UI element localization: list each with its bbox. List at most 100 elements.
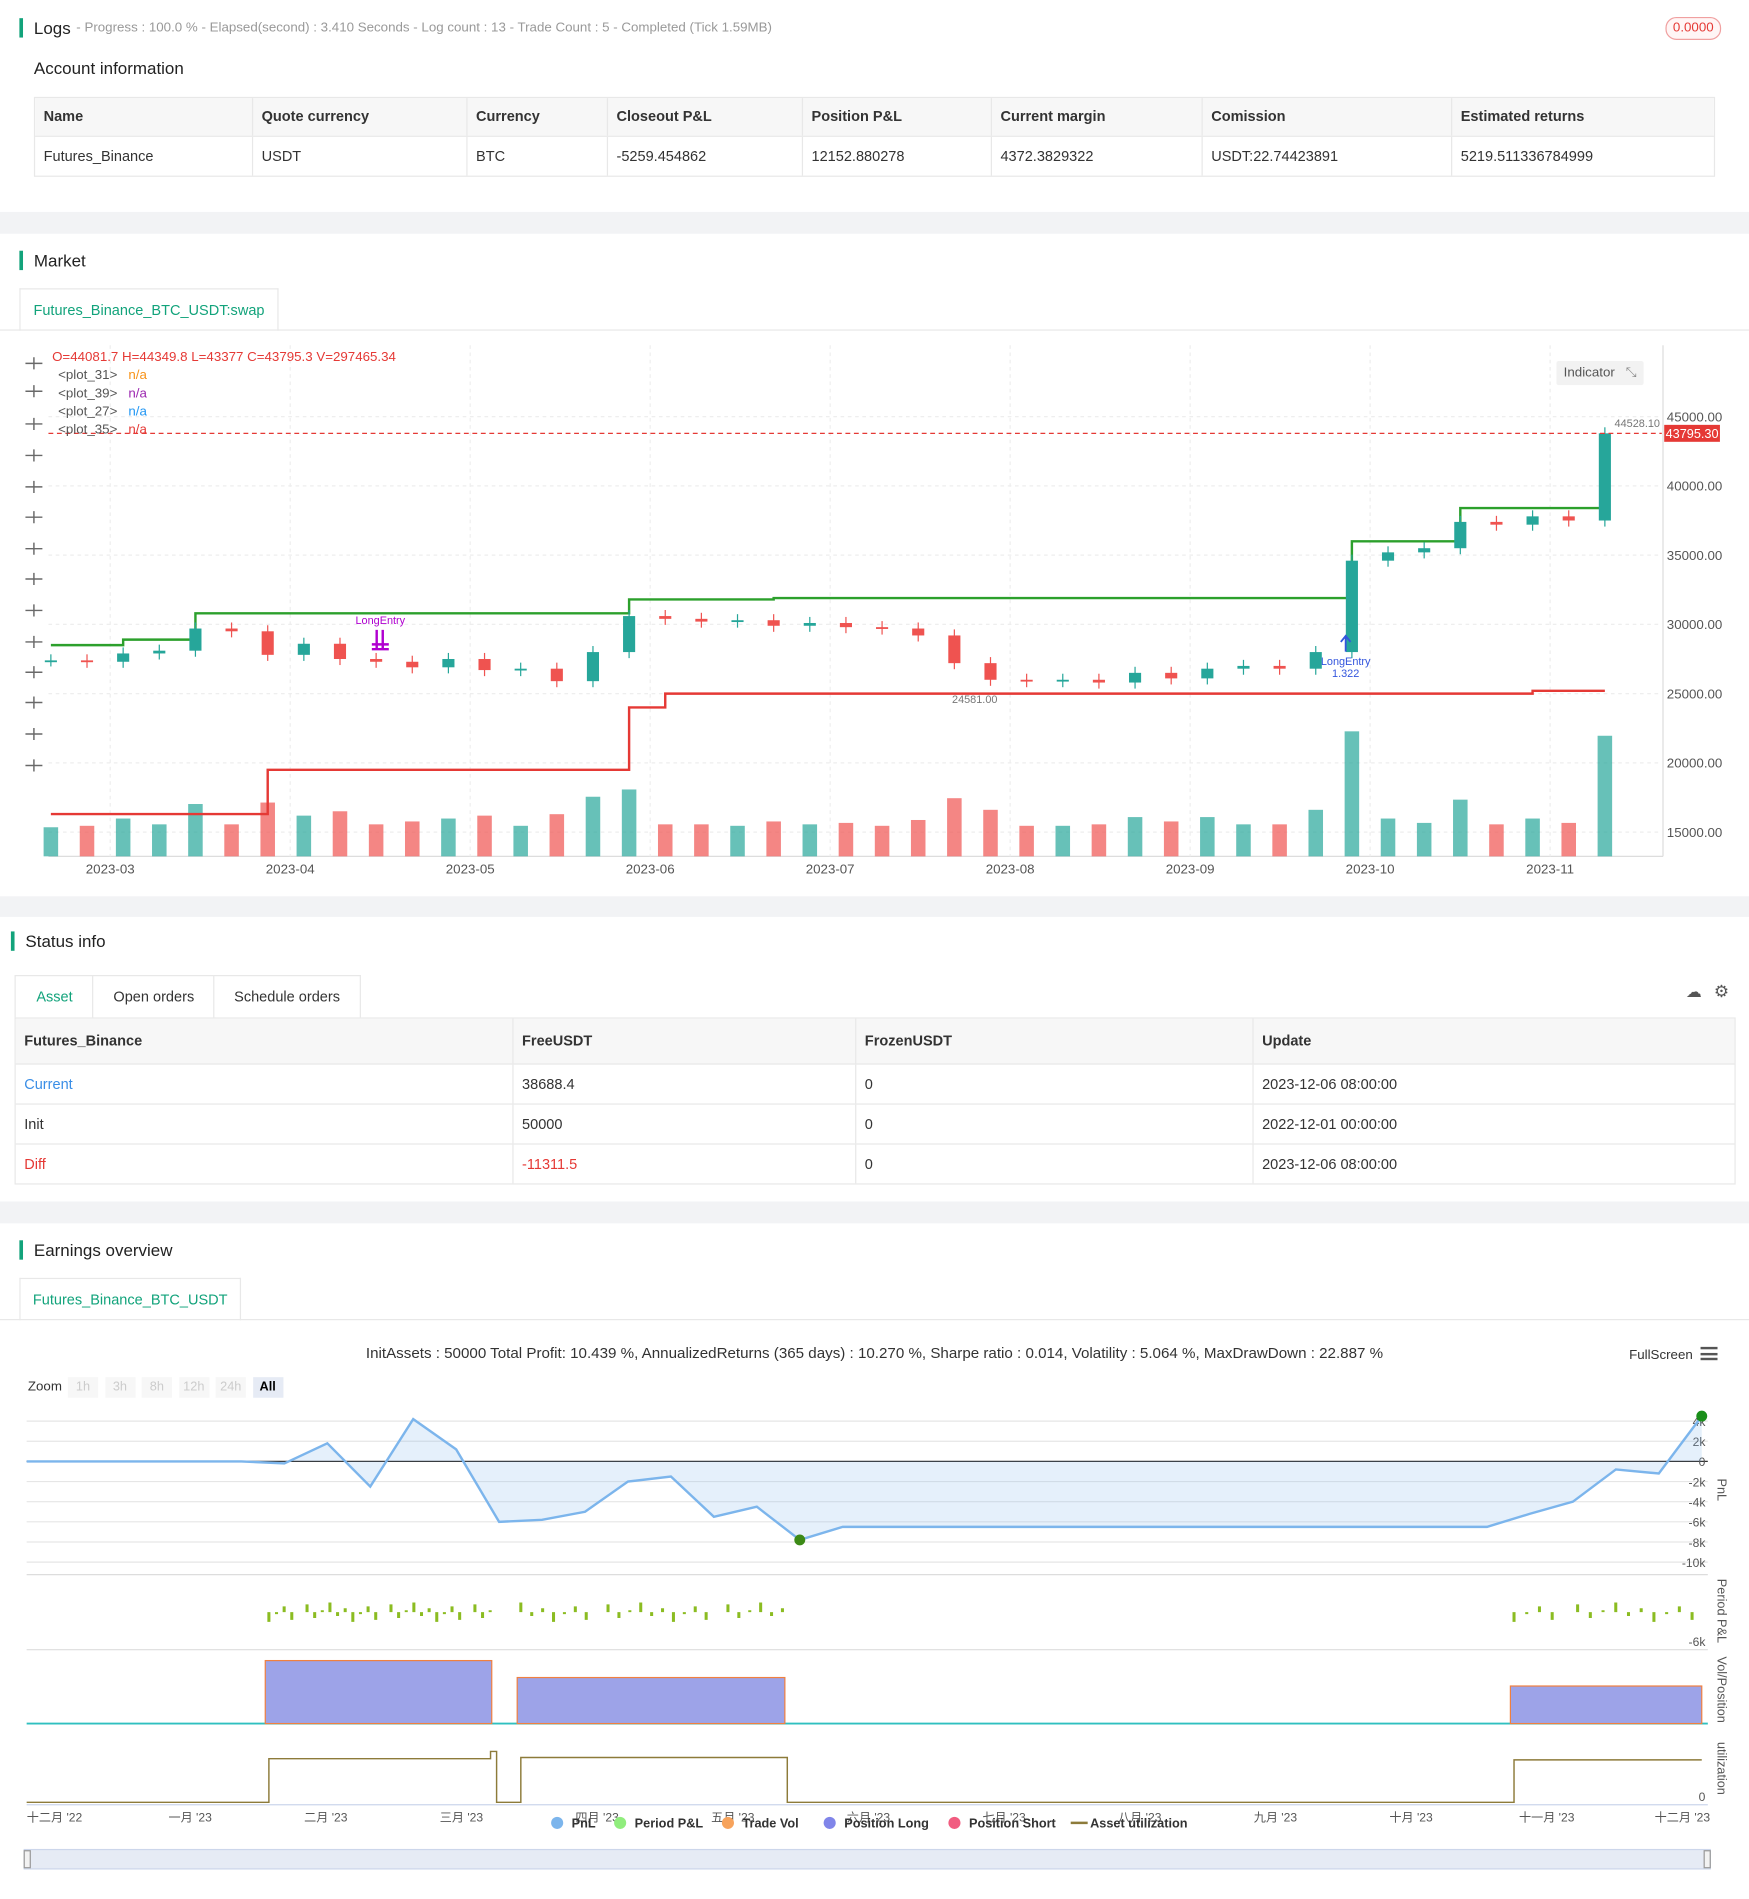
- position-block: [516, 1676, 786, 1725]
- y-tick-label: 20000.00: [1667, 756, 1723, 771]
- volume-bar: [802, 824, 818, 857]
- candle: [912, 628, 925, 636]
- indicator-label: Indicator: [1563, 365, 1615, 381]
- legend-name: <plot_35>: [58, 422, 117, 437]
- candle: [406, 661, 419, 668]
- header-cell: Estimated returns: [1451, 98, 1711, 136]
- volume-bar: [1055, 825, 1071, 857]
- header-cell: Quote currency: [251, 98, 466, 136]
- candle: [695, 618, 708, 622]
- cell: Current: [24, 1075, 73, 1093]
- tool-icon: [25, 635, 43, 649]
- account-title: Account information: [33, 58, 184, 78]
- legend-label: Asset utilization: [1090, 1816, 1187, 1831]
- x-tick-label: 十二月 '23: [1655, 1811, 1711, 1825]
- x-tick-label: 二月 '23: [304, 1811, 348, 1825]
- candle: [659, 616, 672, 619]
- candle: [984, 663, 997, 680]
- volume-bar: [947, 798, 962, 857]
- volume-bar: [1127, 817, 1143, 857]
- market-tab[interactable]: Futures_Binance_BTC_USDT:swap: [19, 288, 279, 331]
- tool-icon: [25, 759, 43, 772]
- status-title: Status info: [10, 931, 106, 951]
- tool-icon: [25, 357, 43, 370]
- volume-bar: [1489, 824, 1504, 857]
- x-tick-label: 八月 '23: [1118, 1811, 1162, 1825]
- volume-bar: [188, 804, 203, 857]
- volume-bar: [1597, 735, 1613, 857]
- earnings-tab[interactable]: Futures_Binance_BTC_USDT: [19, 1277, 242, 1321]
- candle: [1237, 665, 1250, 669]
- volume-bar: [1561, 822, 1576, 857]
- entry-arrow: [371, 629, 389, 651]
- x-tick-label: 五月 '23: [711, 1811, 755, 1825]
- cell: 4372.3829322: [990, 136, 1202, 176]
- x-tick-label: 2023-10: [1346, 861, 1395, 876]
- volume-bar: [441, 818, 456, 857]
- y-tick-label: 40000.00: [1667, 479, 1723, 494]
- legend-symbol: [721, 1816, 734, 1829]
- table-row: Futures_Binance USDT BTC -5259.454862 12152.…: [35, 135, 1714, 176]
- legend-label: Position Long: [844, 1816, 929, 1831]
- volume-bar: [43, 827, 59, 857]
- tool-icon: [25, 511, 43, 524]
- header-cell: Name: [43, 107, 84, 125]
- zoom-button[interactable]: All: [252, 1377, 283, 1398]
- cloud-icon[interactable]: ☁: [1686, 982, 1702, 1001]
- volume-bar: [477, 815, 492, 857]
- x-tick-label: 2023-11: [1526, 861, 1574, 876]
- cell: 0: [855, 1064, 1252, 1104]
- volume-bar: [1380, 818, 1396, 857]
- high-marker: 44528.10: [1615, 418, 1660, 430]
- status-tab[interactable]: Asset: [14, 975, 95, 1018]
- legend-label: Position Short: [969, 1816, 1057, 1831]
- indicator-button[interactable]: Indicator ⤡: [1556, 360, 1644, 386]
- volume-bar: [838, 822, 854, 857]
- status-tab[interactable]: Open orders: [92, 975, 216, 1018]
- tool-icon: [25, 542, 43, 555]
- header-cell: Current margin: [990, 98, 1202, 136]
- zoom-button[interactable]: 12h: [178, 1377, 209, 1398]
- volume-bar: [332, 811, 348, 857]
- fullscreen-button[interactable]: FullScreen: [1629, 1348, 1693, 1363]
- table-header: Futures_Binance FreeUSDT FrozenUSDT Update: [15, 1018, 1735, 1064]
- volume-bar: [115, 818, 131, 857]
- cell: 12152.880278: [801, 136, 991, 176]
- zoom-button[interactable]: 3h: [104, 1377, 136, 1398]
- zoom-button[interactable]: 1h: [67, 1377, 99, 1398]
- legend-symbol: [823, 1816, 836, 1829]
- candle: [586, 652, 600, 682]
- candle: [1418, 548, 1431, 553]
- tab-line: [0, 1319, 1749, 1321]
- volume-bar: [1236, 824, 1251, 857]
- divider: [0, 1201, 1749, 1224]
- candle: [1020, 679, 1033, 682]
- x-tick-label: 六月 '23: [847, 1811, 891, 1825]
- y-tick-label: 25000.00: [1667, 686, 1723, 701]
- candle: [876, 627, 889, 629]
- settings-icon[interactable]: ⚙: [1713, 981, 1730, 1001]
- account-table: Name Quote currency Currency Closeout P&L Po…: [33, 96, 1716, 177]
- tool-icon: [25, 417, 43, 430]
- header-cell: Position P&L: [801, 98, 991, 136]
- zoom-button[interactable]: 8h: [141, 1377, 172, 1398]
- cell: Diff: [24, 1155, 46, 1173]
- header-cell: FrozenUSDT: [855, 1018, 1252, 1064]
- x-tick-label: 2023-06: [626, 861, 675, 876]
- menu-icon[interactable]: [1700, 1346, 1718, 1361]
- volume-bar: [983, 809, 998, 857]
- header-cell: FreeUSDT: [512, 1018, 855, 1064]
- header-cell: Currency: [466, 98, 607, 136]
- x-tick-label: 2023-03: [86, 861, 135, 876]
- candle: [1526, 516, 1539, 525]
- cell: USDT: [251, 136, 466, 176]
- y-tick-label: -6k: [1689, 1516, 1707, 1530]
- cell: 38688.4: [512, 1064, 855, 1104]
- candle: [225, 628, 238, 632]
- last-price-tag: [1664, 424, 1720, 442]
- x-tick-label: 2023-08: [986, 861, 1035, 876]
- zoom-button[interactable]: 24h: [215, 1377, 246, 1398]
- candle: [370, 658, 383, 662]
- status-tab[interactable]: Schedule orders: [213, 975, 361, 1018]
